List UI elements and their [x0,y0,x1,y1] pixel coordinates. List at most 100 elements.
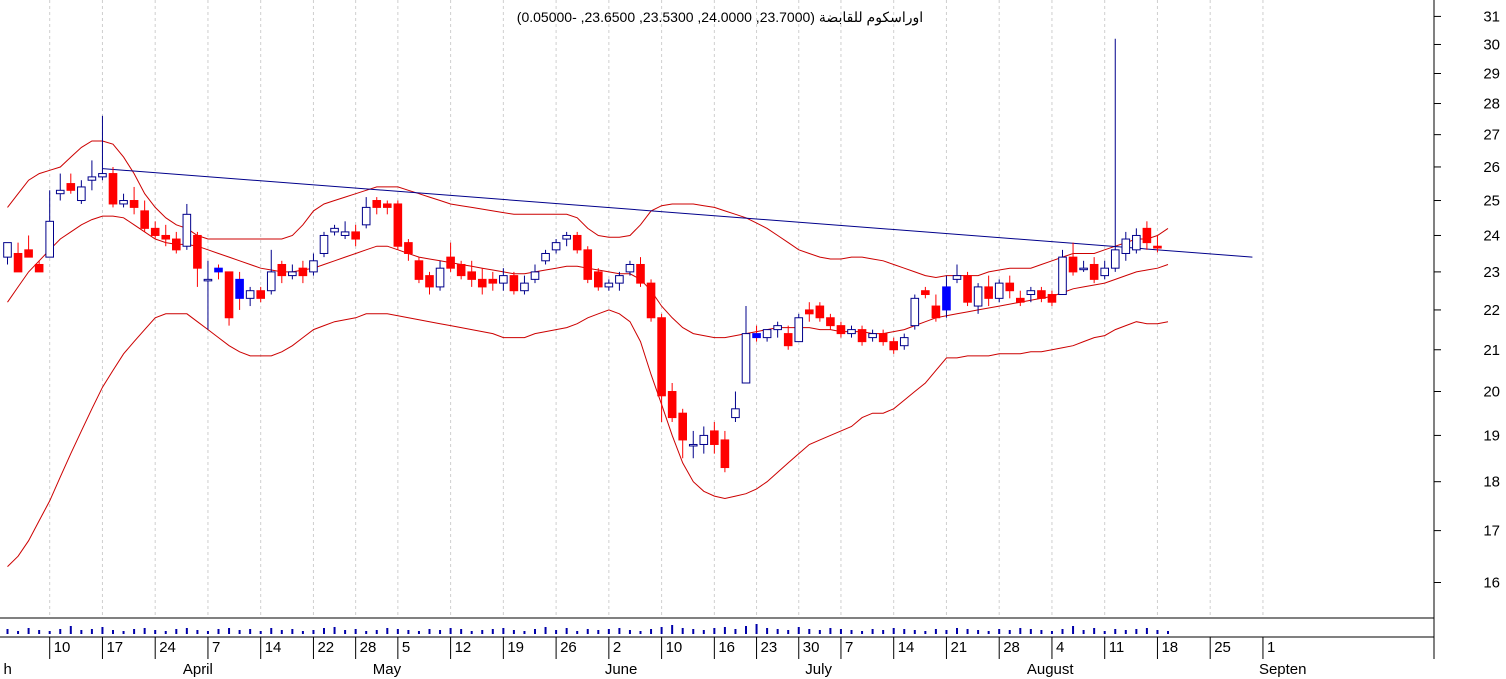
candle [826,313,835,330]
volume-bar [934,629,937,634]
x-day-label: 12 [455,639,472,656]
x-day-label: 17 [106,639,123,656]
candle [1110,38,1120,272]
candle [1121,231,1131,261]
candle [594,268,603,291]
volume-bar [122,631,125,634]
candle [752,325,761,342]
volume-bar [143,628,146,634]
candle-body [1005,282,1015,292]
y-tick-label: 27 [1483,127,1500,144]
volume-bar [586,629,589,634]
volume-bar [1050,631,1053,634]
candle [1079,260,1088,272]
volume-bar [713,628,716,634]
candles [3,38,1162,473]
candle-body [615,275,624,284]
volume-bar [354,629,357,634]
y-tick-label: 20 [1483,384,1500,401]
candle-body [119,200,128,205]
candle-body [1079,267,1088,271]
volume-bar [892,628,895,634]
candle [1005,275,1015,299]
candle [298,260,308,284]
candle-body [878,333,888,343]
candle [604,279,614,291]
candle-body [572,234,582,251]
x-day-label: 10 [54,639,71,656]
candle [435,260,445,291]
candle-body [172,238,181,251]
volume-bar [512,630,515,634]
volume-bar [460,629,463,634]
x-day-label: 25 [1214,639,1231,656]
candle-body [562,234,571,240]
candle-body [435,267,445,288]
candle [214,264,223,280]
candle [667,382,677,423]
candle-body [319,234,329,254]
candle-body [1068,256,1078,273]
bollinger-bands [7,140,1169,567]
x-month-label: April [183,661,213,678]
candle-body [404,242,413,254]
x-day-label: 11 [1109,639,1125,656]
candle [857,325,867,346]
candle [77,180,86,204]
candle-body [710,430,719,445]
candle [583,246,593,284]
volume-bar [618,628,621,634]
x-month-label: June [605,661,638,678]
x-day-label: 7 [212,639,220,656]
candle [762,329,772,342]
x-day-label: 26 [560,639,577,656]
candle [499,268,508,291]
candle [108,166,118,208]
x-day-label: 24 [159,639,176,656]
candle-body [55,189,65,195]
volume-bar [977,630,980,634]
volume-bar [829,628,832,634]
candle-body [129,200,139,208]
candle [868,329,877,342]
candle-body [98,173,107,178]
volume-bar [154,630,157,634]
candle [140,200,149,232]
candle [1132,228,1141,254]
candle [899,333,909,350]
candle [625,260,635,276]
candle-body [456,263,466,277]
candle [1016,290,1025,307]
candle-body [77,186,86,202]
x-day-label: 2 [613,639,621,656]
x-day-label: 14 [265,639,282,656]
candle [878,329,888,346]
candle [910,294,920,330]
candle [1068,242,1078,276]
candle [678,408,688,459]
y-tick-label: 21 [1483,342,1500,359]
volume-bar [1072,626,1075,634]
candle-body [182,213,192,247]
candle [657,313,666,423]
volume-bar [544,627,547,634]
x-day-label: 10 [666,639,683,656]
candle-body [298,267,308,277]
y-tick-label: 17 [1483,523,1500,540]
x-ticks: 10 17 24 7 14 22 28 5 12 19 26 2 10 16 23 30 7 14 21 28 4 11 1… [4,637,1306,678]
candle [34,260,44,273]
candle-body [330,227,339,233]
candle [245,286,255,307]
candle-body [625,263,635,273]
volume-bar [871,629,874,634]
volume-bar [502,628,505,634]
candle [182,203,192,250]
candle [805,302,814,322]
candle-body [731,408,740,419]
volume-bar [27,628,30,634]
volume-bar [323,628,325,634]
volume-bar [17,631,20,634]
candle-body [646,282,656,319]
candle [710,422,719,454]
candle-body [1016,297,1025,303]
